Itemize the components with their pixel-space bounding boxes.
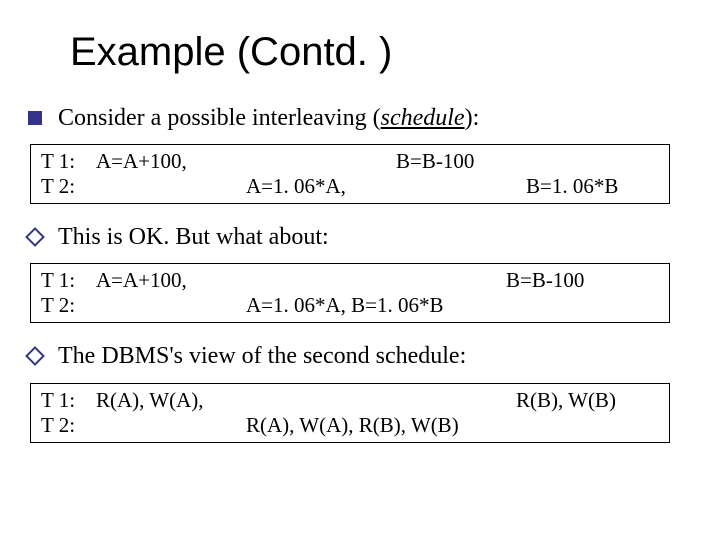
schedule-table-2: T 1: A=A+100, B=B-100 T 2: A=1. 06*A, B=…	[39, 268, 661, 318]
table-row: T 1: A=A+100, B=B-100	[39, 268, 661, 293]
cell: R(B), W(B)	[514, 388, 661, 413]
schedule-box-2: T 1: A=A+100, B=B-100 T 2: A=1. 06*A, B=…	[30, 263, 670, 323]
t1-label: T 1:	[39, 268, 94, 293]
cell: B=1. 06*B	[524, 174, 661, 199]
square-bullet-icon	[28, 111, 42, 125]
cell	[244, 149, 394, 174]
table-row: T 1: R(A), W(A), R(B), W(B)	[39, 388, 661, 413]
point-1-schedule: schedule	[381, 105, 465, 131]
cell	[504, 293, 661, 318]
cell: B=B-100	[394, 149, 524, 174]
table-row: T 1: A=A+100, B=B-100	[39, 149, 661, 174]
schedule-table-3: T 1: R(A), W(A), R(B), W(B) T 2: R(A), W…	[39, 388, 661, 438]
schedule-table-1: T 1: A=A+100, B=B-100 T 2: A=1. 06*A, B=…	[39, 149, 661, 199]
cell	[244, 388, 514, 413]
t1-label: T 1:	[39, 149, 94, 174]
cell: R(A), W(A),	[94, 388, 244, 413]
cell	[94, 174, 244, 199]
cell: B=B-100	[504, 268, 661, 293]
table-row: T 2: R(A), W(A), R(B), W(B)	[39, 413, 661, 438]
cell: A=A+100,	[94, 268, 244, 293]
schedule-box-1: T 1: A=A+100, B=B-100 T 2: A=1. 06*A, B=…	[30, 144, 670, 204]
bullet-point-3: The DBMS's view of the second schedule:	[28, 341, 680, 372]
cell	[94, 413, 244, 438]
cell	[394, 174, 524, 199]
cell	[244, 268, 504, 293]
cell	[94, 293, 244, 318]
table-row: T 2: A=1. 06*A, B=1. 06*B	[39, 174, 661, 199]
point-1-paren-open: (	[373, 105, 381, 131]
cell	[524, 149, 661, 174]
cell: R(A), W(A), R(B), W(B)	[244, 413, 514, 438]
point-1-prefix: Consider a possible interleaving	[58, 105, 373, 131]
cell	[514, 413, 661, 438]
diamond-bullet-icon	[25, 346, 45, 366]
t2-label: T 2:	[39, 413, 94, 438]
point-2-text: This is OK. But what about:	[58, 222, 329, 253]
cell: A=1. 06*A, B=1. 06*B	[244, 293, 504, 318]
t2-label: T 2:	[39, 293, 94, 318]
table-row: T 2: A=1. 06*A, B=1. 06*B	[39, 293, 661, 318]
point-3-text: The DBMS's view of the second schedule:	[58, 341, 466, 372]
bullet-point-1: Consider a possible interleaving (schedu…	[28, 103, 680, 134]
diamond-bullet-icon	[25, 227, 45, 247]
t1-label: T 1:	[39, 388, 94, 413]
cell: A=1. 06*A,	[244, 174, 394, 199]
t2-label: T 2:	[39, 174, 94, 199]
cell: A=A+100,	[94, 149, 244, 174]
schedule-box-3: T 1: R(A), W(A), R(B), W(B) T 2: R(A), W…	[30, 383, 670, 443]
bullet-point-2: This is OK. But what about:	[28, 222, 680, 253]
slide-title: Example (Contd. )	[70, 30, 680, 75]
point-1-text: Consider a possible interleaving (schedu…	[58, 103, 479, 134]
point-1-paren-close: ):	[465, 105, 480, 131]
